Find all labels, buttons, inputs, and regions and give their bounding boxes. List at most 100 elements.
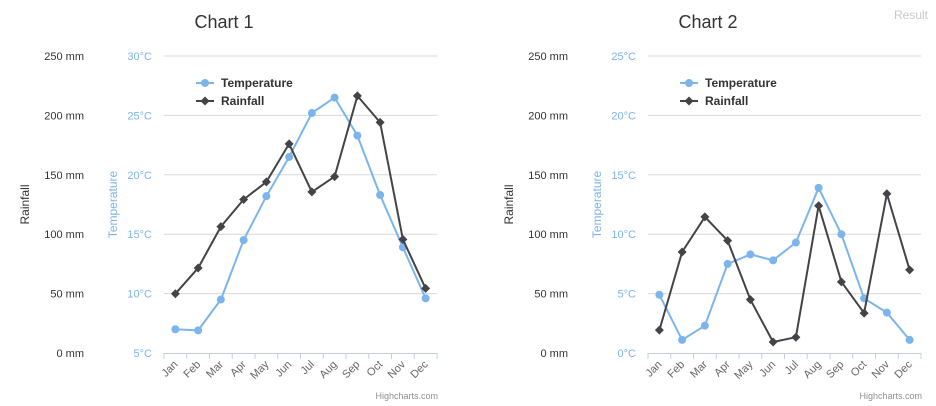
rainfall-point [352,91,362,101]
temperature-tick-label: 20°C [127,170,152,182]
rainfall-tick-label: 50 mm [534,289,568,301]
temperature-point [262,192,271,201]
rainfall-tick-label: 150 mm [528,170,568,182]
rainfall-tick-label: 200 mm [44,110,84,122]
temperature-point [655,290,664,299]
rainfall-point [677,247,687,257]
x-tick-label: Mar [688,358,710,380]
rainfall-point [170,289,180,299]
temperature-tick-label: 10°C [127,289,152,301]
temperature-point [905,335,914,344]
legend-item-rainfall[interactable]: Rainfall [221,94,264,108]
temperature-tick-label: 30°C [127,51,152,63]
x-tick-label: May [248,358,272,382]
temperature-point [171,325,180,334]
temperature-point [769,256,778,265]
temperature-series-line [658,186,911,341]
x-tick-label: Jun [273,359,294,380]
x-tick-label: Dec [892,358,915,381]
temperature-axis-title: Temperature [106,170,120,238]
temperature-tick-label: 15°C [611,170,636,182]
temperature-point [791,238,800,247]
legend-symbol [684,96,694,106]
rainfall-point [768,337,778,347]
temperature-series-line [175,96,427,332]
x-tick-label: Jul [299,359,317,377]
x-tick-label: Nov [870,358,893,381]
x-tick-label: May [732,358,756,382]
temperature-axis-title: Temperature [590,170,604,238]
x-tick-label: Dec [408,358,431,381]
rainfall-point [307,187,317,197]
rainfall-tick-label: 0 mm [57,348,85,360]
x-tick-label: Nov [386,358,409,381]
rainfall-tick-label: 100 mm [44,229,84,241]
temperature-point [882,308,891,317]
rainfall-point [723,236,733,246]
legend-item-temperature[interactable]: Temperature [221,76,293,90]
x-tick-label: Oct [849,359,870,380]
x-tick-label: Jun [757,359,778,380]
x-tick-label: Feb [665,359,687,381]
rainfall-series-line [174,94,427,295]
temperature-point [216,295,225,304]
rainfall-point [859,308,869,318]
x-tick-label: Sep [340,359,362,381]
rainfall-point [882,189,892,199]
rainfall-point [375,117,385,127]
temperature-point [376,190,385,199]
x-tick-label: Jul [783,359,801,377]
temperature-point [307,109,316,118]
rainfall-point [905,265,915,275]
rainfall-point [284,139,294,149]
rainfall-point [745,295,755,305]
rainfall-point [791,332,801,342]
rainfall-tick-label: 250 mm [528,51,568,63]
rainfall-point [836,277,846,287]
rainfall-point [239,195,249,205]
rainfall-tick-label: 150 mm [44,170,84,182]
temperature-point [700,321,709,330]
temperature-point [723,259,732,268]
temperature-point [353,131,362,140]
x-tick-label: Oct [365,359,386,380]
temperature-point [814,183,823,192]
rainfall-tick-label: 250 mm [44,51,84,63]
legend-item-temperature[interactable]: Temperature [705,76,777,90]
temperature-point [421,294,430,303]
x-tick-label: Aug [317,359,339,381]
temperature-point [746,250,755,259]
x-tick-label: Mar [204,358,226,380]
temperature-tick-label: 25°C [611,51,636,63]
temperature-tick-label: 10°C [611,229,636,241]
chart-1: Chart 1 0 mm 5°C 50 mm 10°C 100 mm 15°C 150 mm 2… [18,12,438,401]
x-tick-label: Feb [181,359,203,381]
temperature-point [678,335,687,344]
temperature-point [239,236,248,245]
credits-link[interactable]: Highcharts.com [375,391,438,401]
rainfall-tick-label: 100 mm [528,229,568,241]
rainfall-point [216,222,226,232]
temperature-tick-label: 15°C [127,229,152,241]
x-tick-label: Sep [824,359,846,381]
rainfall-point [330,172,340,182]
rainfall-axis-title: Rainfall [18,184,32,224]
temperature-tick-label: 20°C [611,110,636,122]
temperature-tick-label: 0°C [618,348,637,360]
temperature-tick-label: 25°C [127,110,152,122]
rainfall-series-line [658,192,911,343]
temperature-tick-label: 5°C [134,348,153,360]
x-tick-label: Jan [159,359,180,380]
legend-symbol [685,79,693,87]
rainfall-tick-label: 200 mm [528,110,568,122]
rainfall-point [814,201,824,211]
rainfall-axis-title: Rainfall [502,184,516,224]
rainfall-point [700,212,710,222]
rainfall-tick-label: 50 mm [50,289,84,301]
credits-link[interactable]: Highcharts.com [859,391,922,401]
rainfall-point [261,177,271,187]
result-label[interactable]: Result [893,8,928,22]
x-tick-label: Jan [643,359,664,380]
legend-item-rainfall[interactable]: Rainfall [705,94,748,108]
rainfall-point [421,283,431,293]
